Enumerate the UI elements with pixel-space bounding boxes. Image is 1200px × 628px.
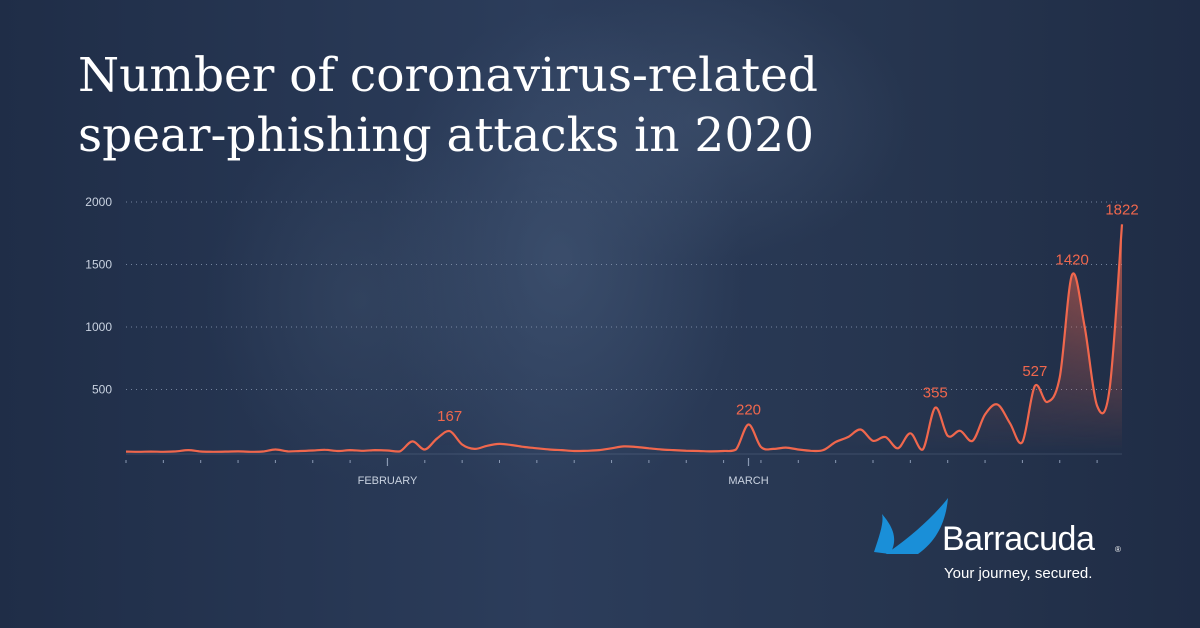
data-label-220: 220 [736, 402, 761, 419]
y-tick-label-2000: 2000 [85, 195, 112, 209]
data-label-527: 527 [1022, 363, 1047, 380]
gridlines [126, 201, 1122, 390]
brand-name: Barracuda [942, 520, 1095, 558]
y-tick-label-1000: 1000 [85, 320, 112, 334]
x-month-label-march: MARCH [728, 475, 768, 487]
series-area [126, 224, 1122, 452]
brand-tagline: Your journey, secured. [944, 565, 1093, 582]
chart-title-line-2: spear-phishing attacks in 2020 [78, 108, 815, 163]
x-month-label-february: FEBRUARY [358, 475, 418, 487]
data-label-1420: 1420 [1056, 252, 1089, 269]
logo-fin-main [886, 498, 948, 554]
data-label-1822: 1822 [1105, 201, 1138, 218]
barracuda-fin-icon [874, 498, 948, 554]
chart-title: Number of coronavirus-related spear-phis… [78, 46, 1078, 166]
data-labels: 167 220 355 527 1420 1822 [437, 201, 1139, 425]
logo-fin-left [874, 514, 895, 554]
y-axis-ticks: 500 1000 1500 2000 [85, 195, 112, 397]
y-tick-label-1500: 1500 [85, 258, 112, 272]
y-tick-label-500: 500 [92, 383, 112, 397]
x-axis: FEBRUARY MARCH [125, 453, 1122, 487]
series-line [125, 224, 1124, 453]
data-label-355: 355 [923, 385, 948, 402]
chart-title-line-1: Number of coronavirus-related [78, 48, 819, 103]
registered-mark: ® [1115, 545, 1121, 554]
data-label-167: 167 [437, 408, 462, 425]
